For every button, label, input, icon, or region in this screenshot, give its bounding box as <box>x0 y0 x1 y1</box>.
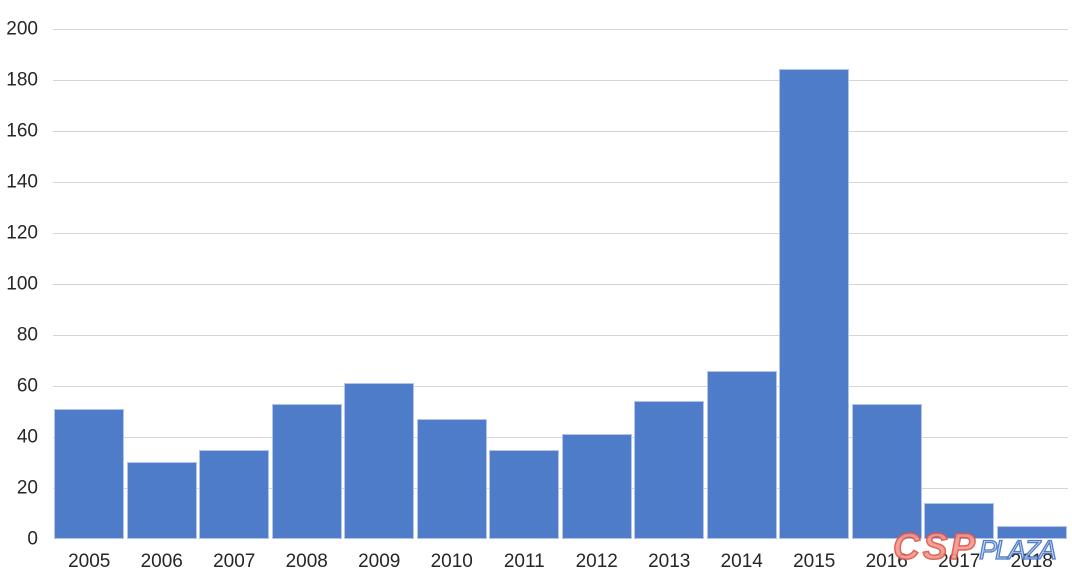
bar-2014 <box>706 370 777 539</box>
y-tick-label-140: 140 <box>6 171 38 193</box>
bar-2017 <box>924 503 995 539</box>
y-tick-label-160: 160 <box>6 120 38 142</box>
gridline-160 <box>53 130 1068 132</box>
y-tick-label-40: 40 <box>16 426 38 448</box>
y-tick-label-0: 0 <box>27 528 38 550</box>
x-tick-label-2018: 2018 <box>1010 551 1053 572</box>
bar-2006 <box>126 462 197 539</box>
y-tick-label-80: 80 <box>16 324 38 346</box>
y-tick-label-20: 20 <box>16 477 38 499</box>
x-tick-label-2010: 2010 <box>430 551 473 572</box>
gridline-120 <box>53 232 1068 234</box>
gridline-100 <box>53 283 1068 285</box>
x-tick-label-2006: 2006 <box>140 551 183 572</box>
y-tick-label-200: 200 <box>6 18 38 39</box>
bar-2013 <box>634 401 705 539</box>
bar-2012 <box>561 434 632 539</box>
y-tick-label-120: 120 <box>6 222 38 244</box>
x-tick-label-2005: 2005 <box>68 551 111 572</box>
gridline-140 <box>53 181 1068 183</box>
gridline-80 <box>53 334 1068 336</box>
bar-2018 <box>996 526 1067 539</box>
bar-2015 <box>779 69 850 539</box>
gridline-40 <box>53 436 1068 438</box>
bar-2009 <box>344 383 415 539</box>
x-tick-label-2014: 2014 <box>720 551 763 572</box>
x-tick-label-2012: 2012 <box>575 551 618 572</box>
y-tick-label-180: 180 <box>6 69 38 91</box>
bar-2005 <box>54 408 125 539</box>
x-tick-label-2007: 2007 <box>213 551 256 572</box>
x-tick-label-2011: 2011 <box>503 551 545 572</box>
x-tick-label-2008: 2008 <box>285 551 328 572</box>
gridline-180 <box>53 79 1068 81</box>
gridline-20 <box>53 487 1068 489</box>
x-tick-label-2013: 2013 <box>648 551 691 572</box>
x-tick-label-2009: 2009 <box>358 551 401 572</box>
y-tick-label-60: 60 <box>16 375 38 397</box>
x-tick-label-2017: 2017 <box>938 551 981 572</box>
x-tick-label-2015: 2015 <box>793 551 836 572</box>
gridline-200 <box>53 28 1068 30</box>
bar-2010 <box>416 419 487 539</box>
gridline-60 <box>53 385 1068 387</box>
bar-2011 <box>489 449 560 539</box>
x-tick-label-2016: 2016 <box>865 551 908 572</box>
bar-2016 <box>851 403 922 539</box>
plot-area <box>53 0 1068 539</box>
y-tick-label-100: 100 <box>6 273 38 295</box>
bar-2008 <box>271 403 342 539</box>
bar-2007 <box>199 449 270 539</box>
